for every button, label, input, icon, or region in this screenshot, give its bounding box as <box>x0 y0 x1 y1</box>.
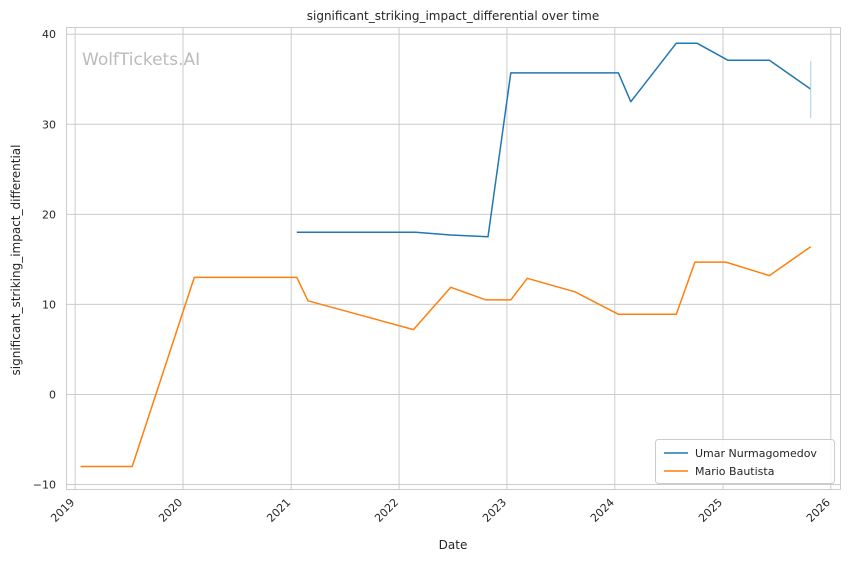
legend: Umar Nurmagomedov Mario Bautista <box>655 439 835 484</box>
series-line-mario-bautista <box>80 246 812 468</box>
x-tick-label: 2023 <box>480 496 509 525</box>
legend-label-umar-nurmagomedov: Umar Nurmagomedov <box>695 447 817 460</box>
y-tick-label: 0 <box>49 388 56 401</box>
chart-title: significant_striking_impact_differential… <box>307 9 599 23</box>
x-tick-label: 2021 <box>264 496 293 525</box>
x-tick-label: 2019 <box>48 496 77 525</box>
grid <box>66 27 840 489</box>
y-tick-labels: −10 0 10 20 30 40 <box>33 28 56 491</box>
y-tick-label: 10 <box>42 298 56 311</box>
legend-label-mario-bautista: Mario Bautista <box>695 465 774 478</box>
y-tick-label: 30 <box>42 118 56 131</box>
x-tick-label: 2022 <box>372 496 401 525</box>
x-tick-label: 2024 <box>588 496 617 525</box>
x-tick-label: 2020 <box>156 496 185 525</box>
series-line-umar-nurmagomedov <box>296 42 812 238</box>
legend-box <box>655 439 835 484</box>
x-tick-label: 2026 <box>804 496 833 525</box>
series-lines <box>80 42 812 468</box>
y-tick-label: 40 <box>42 28 56 41</box>
x-tick-labels: 2019 2020 2021 2022 2023 2024 2025 2026 <box>48 496 833 525</box>
y-tick-label: −10 <box>33 478 56 491</box>
watermark: WolfTickets.AI <box>82 50 200 70</box>
x-axis-label: Date <box>439 538 468 552</box>
y-axis-label: significant_striking_impact_differential <box>9 145 23 376</box>
y-tick-label: 20 <box>42 208 56 221</box>
axes-frame <box>66 27 841 490</box>
x-tick-label: 2025 <box>696 496 725 525</box>
